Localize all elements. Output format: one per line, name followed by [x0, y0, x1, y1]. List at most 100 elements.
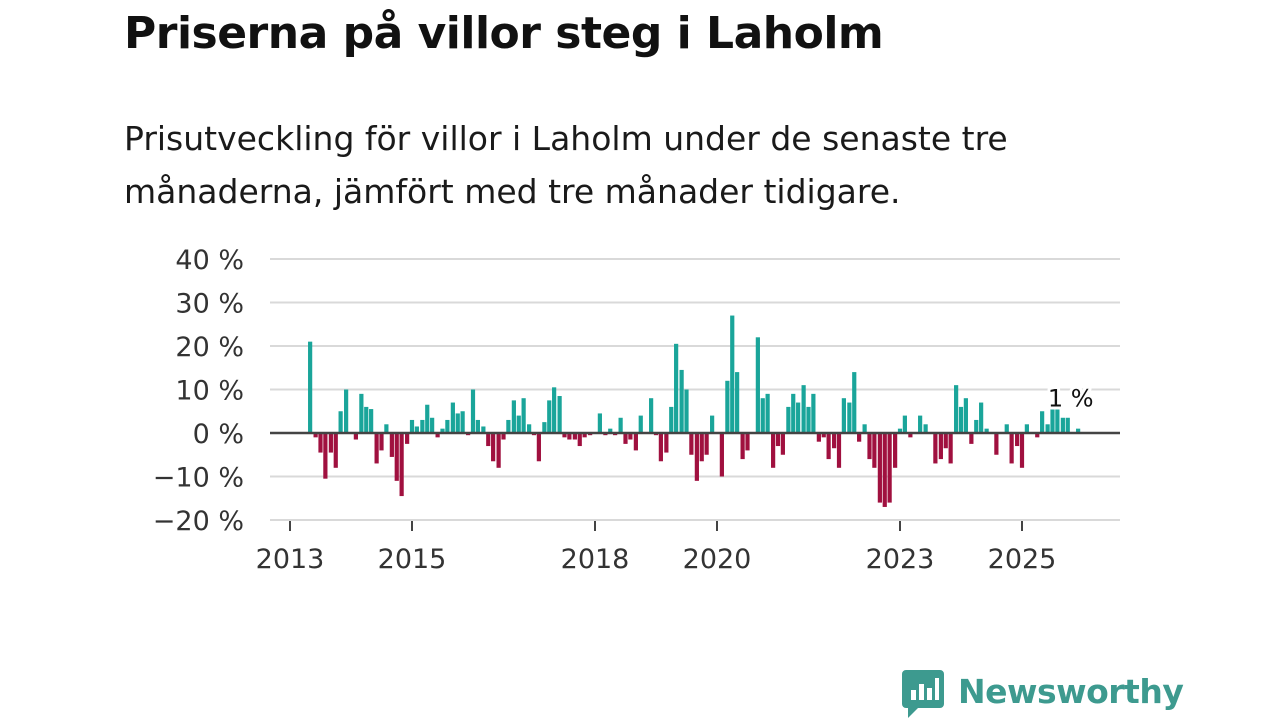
bar — [760, 398, 765, 433]
logo-text: Newsworthy — [958, 672, 1184, 711]
y-tick-label: 20 % — [175, 332, 244, 363]
bar — [435, 433, 440, 438]
bar — [801, 385, 806, 433]
axis-layer: 40 % 30 % 20 % 10 % 0 % −10 % −20 % 2013 2015 201… — [153, 245, 1120, 575]
bar — [958, 406, 964, 433]
bar — [679, 369, 684, 433]
bar — [486, 433, 491, 447]
bar — [557, 396, 562, 433]
annotation-layer: 1 % — [1045, 382, 1097, 416]
bar — [1076, 428, 1081, 433]
bar — [338, 411, 343, 433]
bar — [730, 315, 735, 433]
bar — [674, 343, 679, 433]
bar — [318, 433, 323, 453]
bar — [669, 406, 674, 433]
y-tick-label: −20 % — [153, 506, 244, 537]
bar — [954, 385, 959, 433]
bar — [974, 419, 979, 433]
bar — [552, 387, 557, 433]
bar — [409, 419, 415, 433]
bar — [908, 433, 913, 438]
bar — [994, 433, 999, 455]
bar — [1040, 411, 1045, 433]
bar — [582, 433, 587, 438]
bar — [969, 433, 974, 444]
bar — [460, 411, 465, 433]
bar — [359, 393, 364, 433]
bar — [1024, 424, 1029, 433]
bar — [481, 426, 486, 433]
bar — [1065, 417, 1070, 433]
bar — [414, 426, 419, 433]
bar — [816, 433, 821, 442]
bar — [902, 415, 907, 433]
bar — [506, 419, 511, 433]
bar — [841, 398, 846, 433]
bar-layer — [308, 315, 1081, 507]
bar — [684, 389, 689, 433]
bar — [938, 433, 943, 460]
bar — [771, 433, 776, 468]
bar — [1050, 406, 1055, 433]
bar — [836, 433, 842, 468]
bar — [623, 433, 628, 444]
x-tick-label: 2023 — [866, 544, 935, 575]
bar — [704, 433, 709, 455]
x-tick-label: 2013 — [256, 544, 325, 575]
bar — [633, 433, 638, 451]
bar — [775, 433, 781, 447]
bar — [867, 433, 872, 460]
bar — [618, 417, 623, 433]
bar — [572, 433, 577, 440]
bar — [542, 422, 547, 434]
x-tick-label: 2015 — [378, 544, 447, 575]
newsworthy-logo: Newsworthy — [902, 670, 1184, 720]
y-tick-label: 10 % — [175, 376, 244, 407]
bar — [440, 428, 445, 433]
bar — [445, 419, 450, 433]
bar — [735, 372, 740, 433]
bar — [725, 380, 730, 433]
bar — [389, 433, 394, 457]
chart-title: Priserna på villor steg i Laholm — [124, 8, 884, 59]
bar — [516, 415, 521, 433]
bar — [333, 433, 338, 468]
bar — [608, 428, 613, 433]
bar — [638, 415, 643, 433]
bar — [491, 433, 496, 462]
bar — [1019, 433, 1025, 468]
bar — [496, 433, 501, 468]
bar — [826, 433, 831, 460]
bar — [710, 415, 715, 433]
bar — [887, 433, 892, 503]
bar — [628, 433, 633, 440]
x-tick-label: 2018 — [561, 544, 630, 575]
bar — [719, 433, 724, 477]
bar — [536, 433, 541, 462]
bar — [1035, 433, 1040, 438]
bar — [649, 398, 654, 433]
bar — [943, 433, 948, 449]
bar-chart-speech-bubble-icon — [902, 670, 944, 718]
y-tick-label: 30 % — [175, 289, 244, 320]
bar — [923, 424, 928, 433]
bar — [369, 409, 374, 433]
bar — [877, 433, 882, 503]
bar — [521, 398, 526, 433]
bar — [470, 389, 476, 433]
bar — [328, 433, 333, 453]
bar — [1055, 406, 1060, 433]
bar — [394, 433, 399, 481]
bar — [364, 406, 369, 433]
bar — [344, 389, 349, 433]
bar — [597, 413, 602, 433]
bar — [882, 433, 887, 507]
x-tick-label: 2020 — [683, 544, 752, 575]
bar — [847, 402, 852, 433]
y-tick-label: 40 % — [175, 245, 244, 276]
bar — [475, 419, 480, 433]
bar — [786, 406, 791, 433]
bar — [852, 372, 857, 433]
